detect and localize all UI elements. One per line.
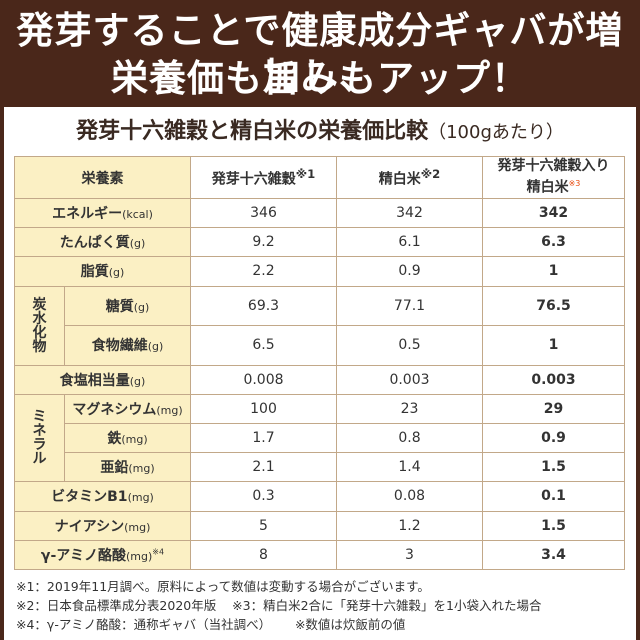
- value-col3: 1.5: [482, 452, 625, 483]
- value-col2: 1.2: [336, 510, 483, 541]
- header-col3: 発芽十六雑穀入り精白米※3: [482, 156, 625, 199]
- value-col1: 346: [190, 197, 337, 229]
- header-col1-note: ※1: [295, 166, 316, 181]
- row-label: 食塩相当量(g): [14, 364, 191, 395]
- row-label: たんぱく質(g): [14, 227, 191, 258]
- header-col2: 精白米※2: [336, 156, 483, 199]
- row-label: γ-アミノ酪酸(mg)※4: [14, 539, 191, 571]
- value-col1: 1.7: [190, 423, 337, 454]
- value-col1: 2.2: [190, 256, 337, 287]
- group-label-char: 化: [32, 324, 47, 341]
- value-col2: 0.9: [336, 256, 483, 287]
- content-frame: [0, 107, 640, 640]
- header-col3-note: ※3: [568, 179, 581, 189]
- table-row: 食物繊維(g) 6.5 0.5 1: [15, 325, 625, 366]
- group-mineral: ミネラル: [14, 393, 65, 483]
- value-col2: 6.1: [336, 227, 483, 258]
- row-label: マグネシウム(mg): [64, 393, 191, 425]
- value-col2: 0.8: [336, 423, 483, 454]
- value-col3: 0.9: [482, 423, 625, 454]
- table-row: 鉄(mg) 1.7 0.8 0.9: [15, 423, 625, 454]
- table-row: ナイアシン(mg) 5 1.2 1.5: [14, 510, 625, 541]
- group-label-char: 物: [32, 338, 47, 355]
- value-col2: 342: [336, 197, 483, 229]
- footnote-3: ※3：精白米2合に「発芽十六雑穀」を1小袋入れた場合: [232, 598, 542, 613]
- value-col3: 1: [482, 256, 625, 287]
- row-label: 鉄(mg): [64, 423, 191, 454]
- table-row: たんぱく質(g) 9.2 6.1 6.3: [14, 227, 625, 258]
- value-col1: 5: [190, 510, 337, 541]
- value-col1: 6.5: [190, 325, 337, 366]
- value-col3: 0.1: [482, 481, 625, 512]
- value-col1: 2.1: [190, 452, 337, 483]
- group-label-char: 水: [32, 310, 47, 327]
- value-col3: 342: [482, 197, 625, 229]
- row-label: ナイアシン(mg): [14, 510, 191, 541]
- group-label-char: ラ: [32, 437, 47, 454]
- group-label-char: ミ: [32, 409, 47, 426]
- row-label: エネルギー(kcal): [14, 197, 191, 229]
- value-col1: 9.2: [190, 227, 337, 258]
- value-col2: 0.003: [336, 364, 483, 395]
- header-col1: 発芽十六雑穀※1: [190, 156, 337, 199]
- table-title: 発芽十六雑穀と精白米の栄養価比較（100gあたり）: [0, 118, 640, 147]
- value-col3: 1: [482, 325, 625, 366]
- row-label: 食物繊維(g): [64, 325, 191, 366]
- table-row: ミネラル マグネシウム(mg) 100 23 29: [14, 393, 625, 483]
- group-carb: 炭水化物: [14, 285, 65, 366]
- value-col2: 1.4: [336, 452, 483, 483]
- footnote-4: ※4：γ-アミノ酪酸：通称ギャバ（当社調べ） ※数値は炊飯前の値: [16, 615, 628, 634]
- value-col2: 3: [336, 539, 483, 571]
- group-label-char: ネ: [32, 423, 47, 440]
- table-row: 脂質(g) 2.2 0.9 1: [14, 256, 625, 287]
- row-label: 亜鉛(mg): [64, 452, 191, 483]
- row-label: 糖質(g): [64, 285, 191, 327]
- value-col3: 6.3: [482, 227, 625, 258]
- footnote-2: ※2：日本食品標準成分表2020年版: [16, 598, 217, 613]
- footnote-2-3: ※2：日本食品標準成分表2020年版 ※3：精白米2合に「発芽十六雑穀」を1小袋…: [16, 596, 628, 615]
- header-line2: 栄養価も旨みもアップ！: [111, 57, 529, 100]
- table-row: ビタミンB1(mg) 0.3 0.08 0.1: [14, 481, 625, 512]
- table-header-row: 栄養素 発芽十六雑穀※1 精白米※2 発芽十六雑穀入り 精白米※3: [14, 156, 625, 199]
- value-col3: 0.003: [482, 364, 625, 395]
- table-row: 炭水化物 糖質(g) 69.3 77.1 76.5: [14, 285, 625, 366]
- header-nutrient: 栄養素: [14, 156, 191, 199]
- footnote-1: ※1：2019年11月調べ。原料によって数値は変動する場合がございます。: [16, 579, 430, 594]
- group-label-char: 炭: [32, 296, 47, 313]
- row-label: ビタミンB1(mg): [14, 481, 191, 512]
- table-row: 亜鉛(mg) 2.1 1.4 1.5: [15, 452, 625, 483]
- value-col1: 100: [190, 393, 337, 425]
- footnote-value-note: ※数値は炊飯前の値: [294, 617, 406, 632]
- value-col2: 0.08: [336, 481, 483, 512]
- header-col2-label: 精白米: [378, 171, 421, 188]
- header-col1-label: 発芽十六雑穀: [211, 171, 296, 188]
- value-col2: 23: [336, 393, 483, 425]
- value-col3: 29: [482, 393, 625, 425]
- header-col2-note: ※2: [420, 166, 441, 181]
- table-row: エネルギー(kcal) 346 342 342: [14, 197, 625, 229]
- table-title-main: 発芽十六雑穀と精白米の栄養価比較: [76, 119, 429, 144]
- table-title-unit: （100gあたり）: [428, 122, 564, 143]
- header-banner: 発芽することで健康成分ギャバが増加し、 栄養価も旨みもアップ！: [0, 0, 640, 107]
- value-col3: 76.5: [482, 285, 625, 327]
- table-row: γ-アミノ酪酸(mg)※4 8 3 3.4: [14, 539, 625, 571]
- header-line1: 発芽することで健康成分ギャバが増加し、: [16, 9, 624, 98]
- footnotes: ※1：2019年11月調べ。原料によって数値は変動する場合がございます。 ※2：…: [16, 577, 628, 634]
- group-label-char: ル: [32, 451, 47, 468]
- table-row: 食塩相当量(g) 0.008 0.003 0.003: [14, 364, 625, 395]
- value-col3: 1.5: [482, 510, 625, 541]
- header-col3-line1: 発芽十六雑穀入り: [497, 158, 610, 175]
- value-col1: 0.3: [190, 481, 337, 512]
- value-col1: 0.008: [190, 364, 337, 395]
- value-col3: 3.4: [482, 539, 625, 571]
- footnote-4-text: ※4：γ-アミノ酪酸：通称ギャバ（当社調べ）: [16, 617, 272, 632]
- value-col1: 69.3: [190, 285, 337, 327]
- value-col1: 8: [190, 539, 337, 571]
- value-col2: 77.1: [336, 285, 483, 327]
- header-col3-line2: 精白米: [526, 179, 569, 196]
- nutrition-table: 栄養素 発芽十六雑穀※1 精白米※2 発芽十六雑穀入り 精白米※3 エネルギー(k…: [14, 156, 625, 571]
- value-col2: 0.5: [336, 325, 483, 366]
- row-label: 脂質(g): [14, 256, 191, 287]
